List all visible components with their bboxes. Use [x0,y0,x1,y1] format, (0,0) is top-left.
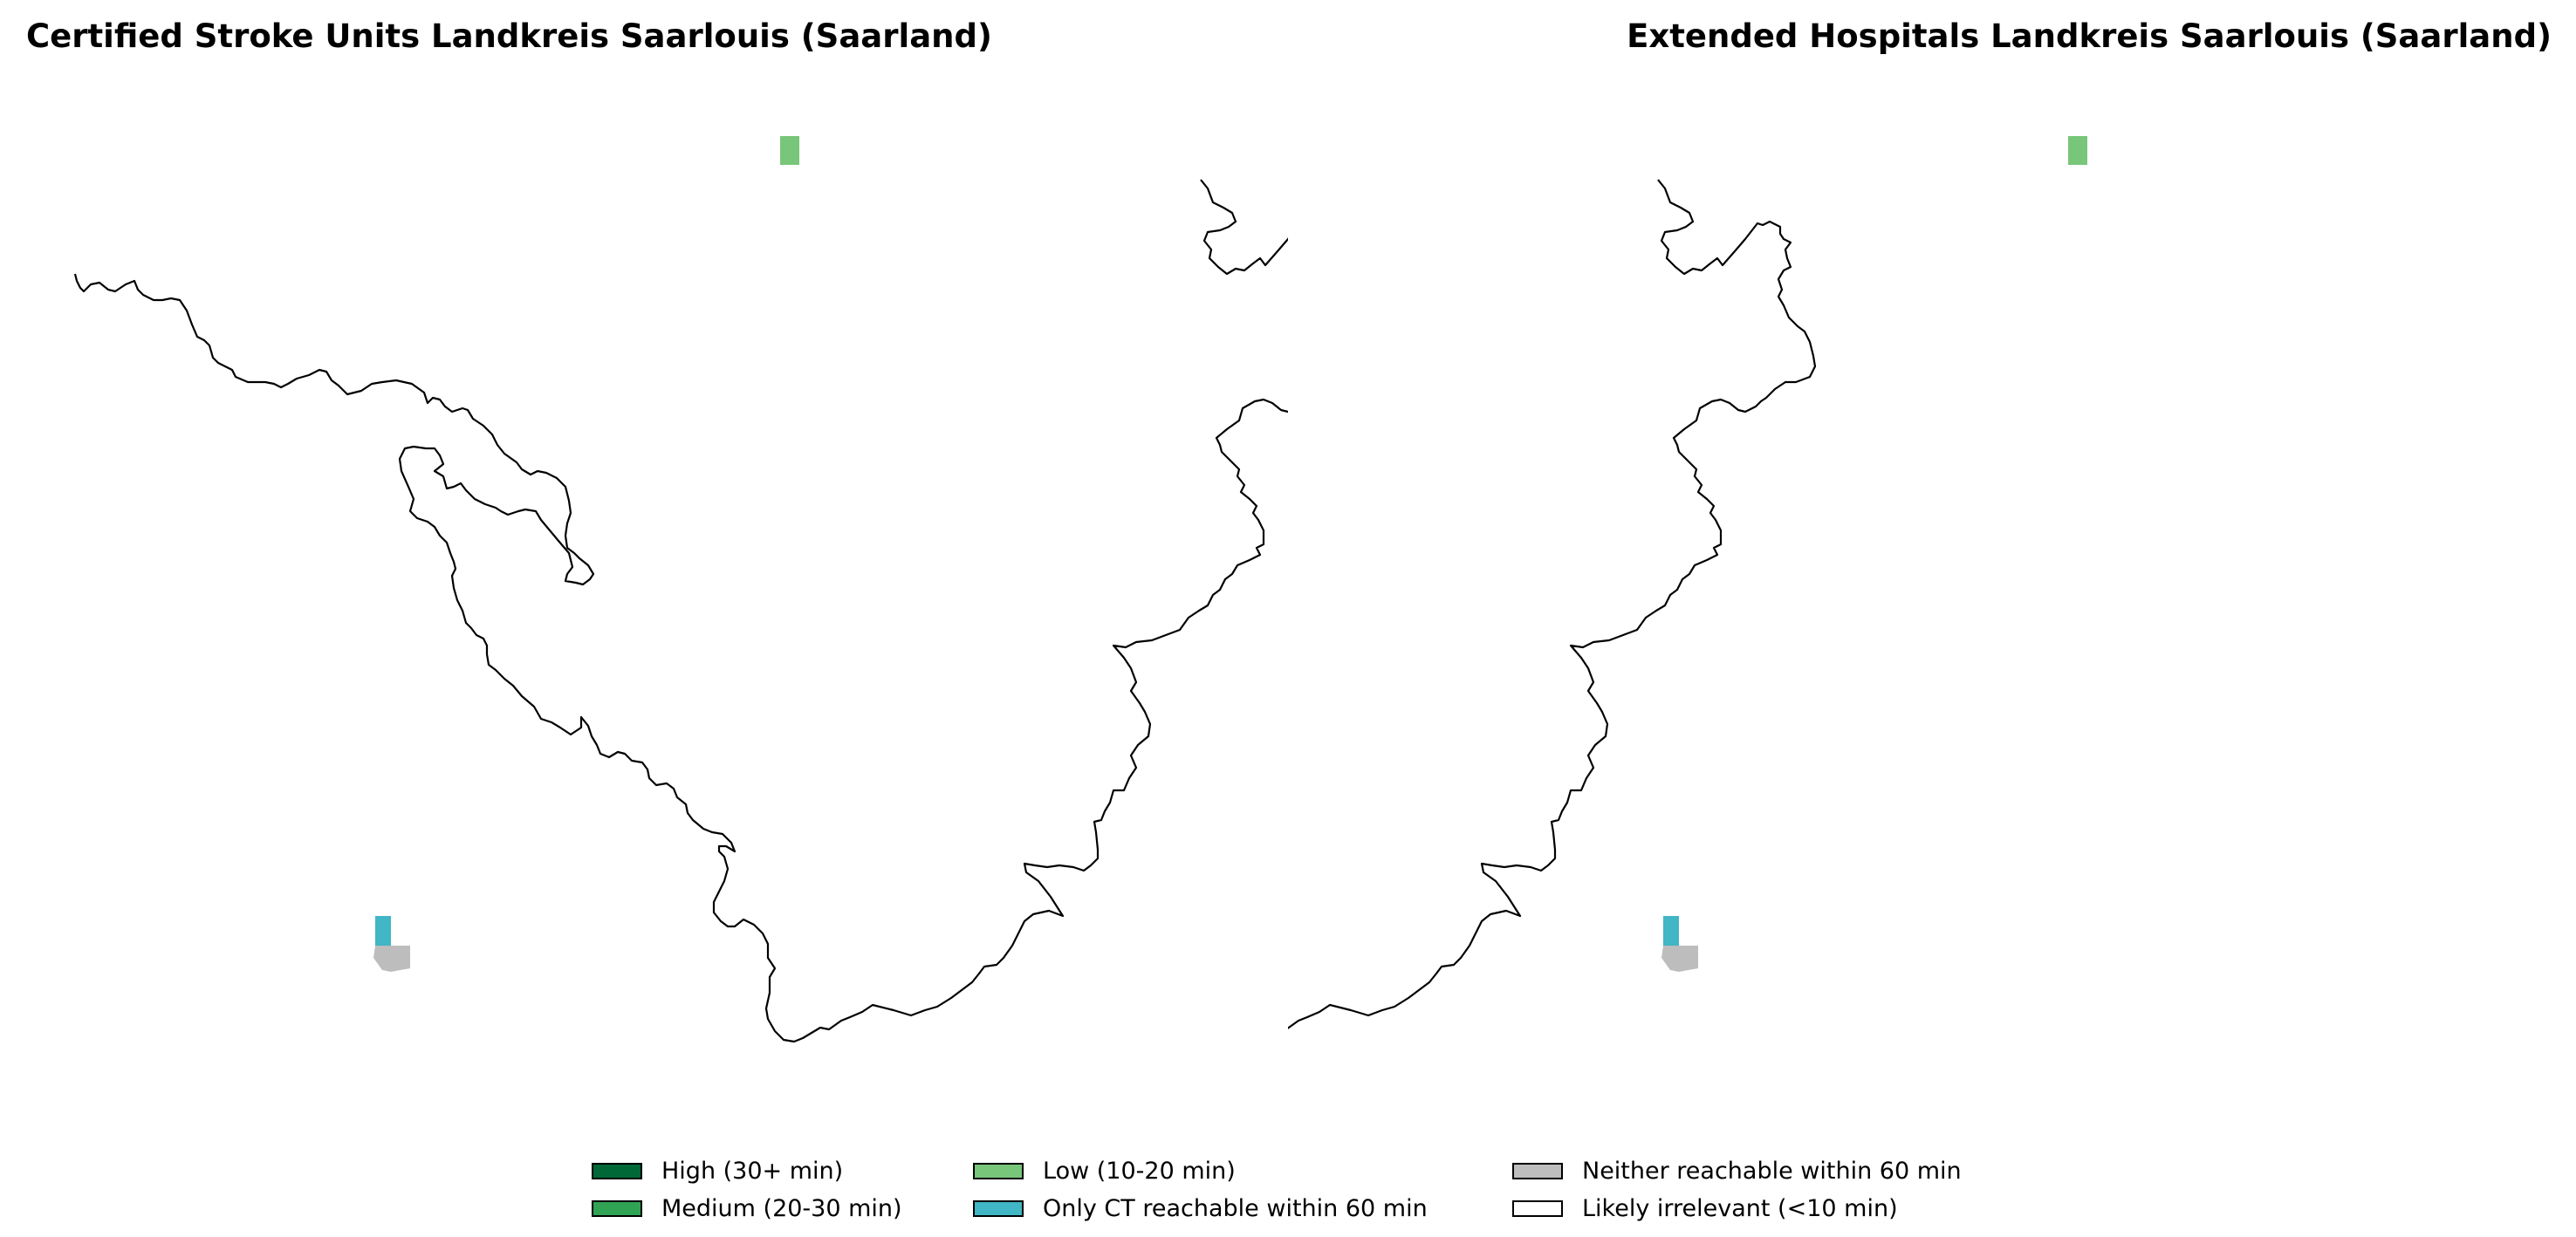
map-title-left: Certified Stroke Units Landkreis Saarlou… [26,17,992,55]
district-map-right [1288,136,2087,1029]
legend-swatch-medium [592,1199,642,1217]
map-panel-right: Extended Hospitals Landkreis Saarlouis (… [1288,0,2576,1090]
cell-neither-south-right [1661,946,1698,972]
legend-swatch-neither [1512,1162,1563,1179]
legend-item-ct-only: Only CT reachable within 60 min [973,1191,1428,1226]
legend-label-medium: Medium (20-30 min) [661,1194,902,1222]
legend-swatch-irrelevant [1512,1199,1563,1217]
map-panel-left: Certified Stroke Units Landkreis Saarlou… [0,0,1288,1090]
legend: High (30+ min) Medium (20-30 min) Low (1… [592,1153,2075,1223]
legend-item-low: Low (10-20 min) [973,1153,1236,1188]
district-map-left [73,136,1288,1043]
legend-item-high: High (30+ min) [592,1153,843,1188]
legend-swatch-low [973,1162,1024,1179]
district-boundary-left [73,179,1288,1043]
legend-swatch-high [592,1162,642,1179]
legend-label-high: High (30+ min) [661,1157,844,1185]
district-boundary-right [1288,179,1817,1029]
cell-low-north-right [2068,136,2087,165]
cell-low-north-left [780,136,799,165]
legend-swatch-ct-only [973,1199,1024,1217]
legend-item-irrelevant: Likely irrelevant (<10 min) [1512,1191,1898,1226]
legend-item-medium: Medium (20-30 min) [592,1191,902,1226]
legend-label-low: Low (10-20 min) [1043,1157,1236,1185]
legend-item-neither: Neither reachable within 60 min [1512,1153,1962,1188]
legend-label-ct-only: Only CT reachable within 60 min [1043,1194,1428,1222]
legend-label-neither: Neither reachable within 60 min [1582,1157,1962,1185]
map-title-right: Extended Hospitals Landkreis Saarlouis (… [1627,17,2552,55]
cell-neither-south-left [373,946,410,972]
legend-label-irrelevant: Likely irrelevant (<10 min) [1582,1194,1898,1222]
cell-ct-only-south-left [375,916,391,946]
cell-ct-only-south-right [1663,916,1679,946]
